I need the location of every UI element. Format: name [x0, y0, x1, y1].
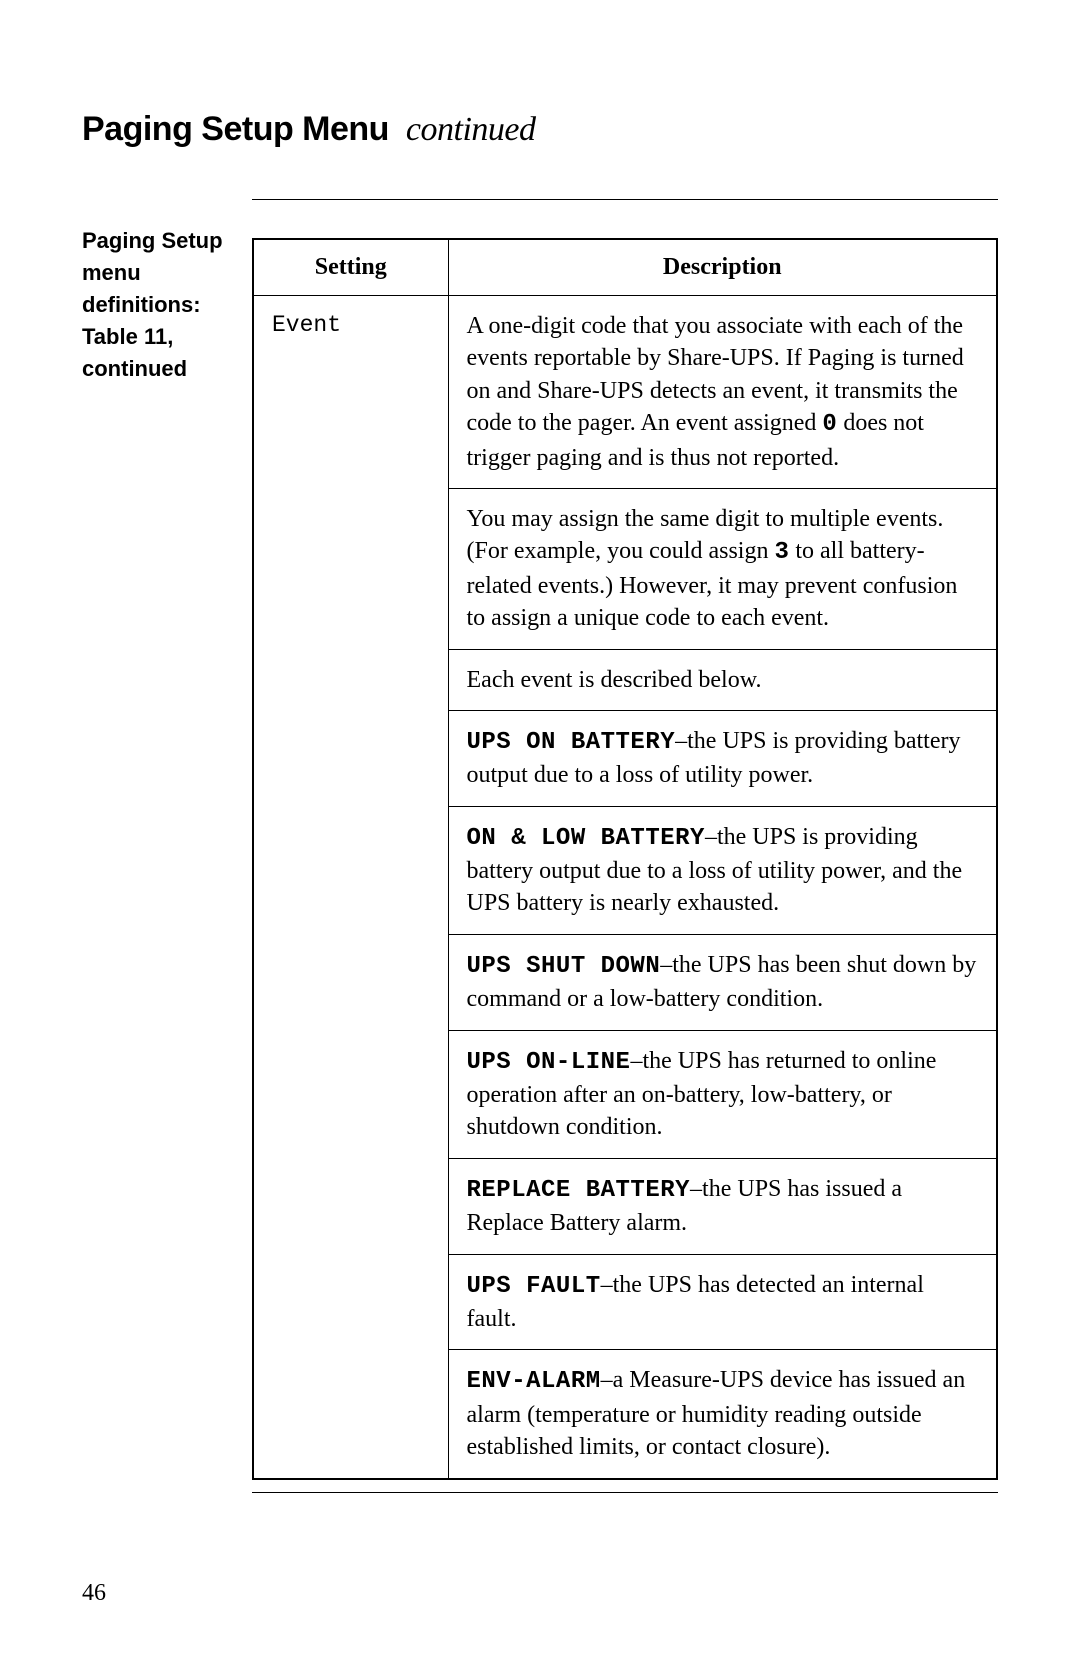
header-description: Description	[448, 239, 997, 296]
page-title: Paging Setup Menu continued	[82, 110, 998, 149]
description-block: UPS ON BATTERY–the UPS is providing batt…	[449, 711, 997, 807]
sidebar-label: Paging Setup menu definitions: Table 11,…	[82, 225, 242, 384]
table-header-row: Setting Description	[253, 239, 997, 296]
description-block: ENV-ALARM–a Measure-UPS device has issue…	[449, 1350, 997, 1477]
rule-top	[252, 199, 998, 200]
body-area: Setting Description Event A one-digit co…	[252, 199, 998, 1493]
page-number: 46	[82, 1580, 106, 1607]
header-setting: Setting	[253, 239, 448, 296]
table-row: Event A one-digit code that you associat…	[253, 296, 997, 1479]
cell-description: A one-digit code that you associate with…	[448, 296, 997, 1479]
description-block: UPS SHUT DOWN–the UPS has been shut down…	[449, 935, 997, 1031]
definitions-table: Setting Description Event A one-digit co…	[252, 238, 998, 1480]
description-block: UPS ON-LINE–the UPS has returned to onli…	[449, 1031, 997, 1159]
title-main: Paging Setup Menu	[82, 110, 389, 148]
description-block: UPS FAULT–the UPS has detected an intern…	[449, 1255, 997, 1351]
description-block: ON & LOW BATTERY–the UPS is providing ba…	[449, 807, 997, 935]
description-block: You may assign the same digit to multipl…	[449, 489, 997, 650]
description-block: REPLACE BATTERY–the UPS has issued a Rep…	[449, 1159, 997, 1255]
description-block: A one-digit code that you associate with…	[449, 296, 997, 489]
cell-setting: Event	[253, 296, 448, 1479]
page: Paging Setup Menu continued Paging Setup…	[0, 0, 1080, 1669]
description-block: Each event is described below.	[449, 650, 997, 711]
rule-bottom	[252, 1492, 998, 1493]
title-continued: continued	[406, 111, 536, 148]
